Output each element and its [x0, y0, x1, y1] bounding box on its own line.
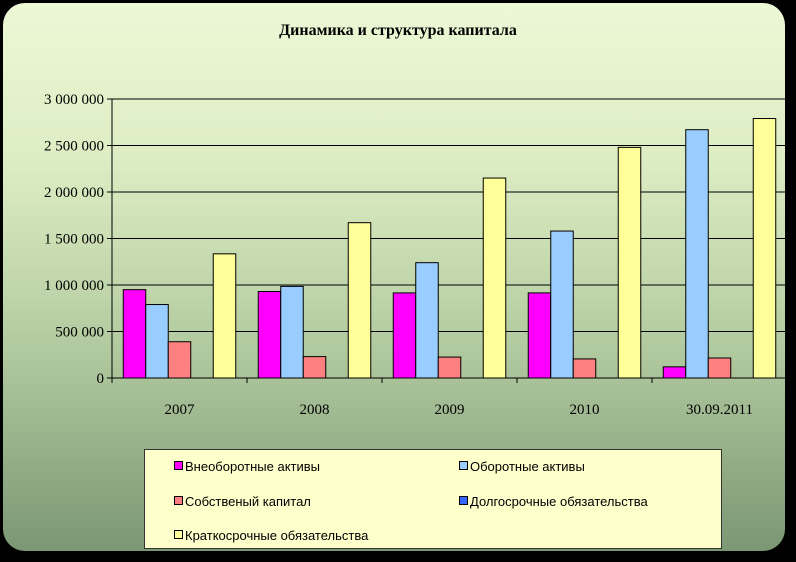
legend-swatch-equity	[174, 496, 183, 505]
legend-item-long-term-liabilities: Долгосрочные обязательства	[459, 494, 648, 509]
legend-item-current-assets: Оборотные активы	[459, 459, 585, 474]
bar	[550, 230, 574, 379]
bar	[707, 357, 732, 379]
bar	[122, 289, 147, 379]
legend-label-short-term-liabilities: Краткосрочные обязательства	[185, 528, 369, 543]
bar	[145, 304, 169, 379]
x-tick-label: 2009	[435, 402, 465, 418]
bar	[415, 262, 439, 379]
bar	[685, 129, 709, 379]
chart-title: Динамика и структура капитала	[279, 22, 517, 39]
bar	[280, 285, 304, 379]
bar	[167, 341, 192, 379]
legend-label-current-assets: Оборотные активы	[470, 459, 585, 474]
bar	[617, 146, 642, 379]
x-tick-label: 2010	[570, 402, 600, 418]
y-tick-label: 1 000 000	[44, 278, 104, 294]
bar	[257, 291, 282, 379]
bar	[437, 356, 462, 379]
bar	[392, 292, 417, 379]
bar	[347, 222, 372, 379]
x-tick-label: 2008	[300, 402, 330, 418]
legend-swatch-short-term-liabilities	[174, 530, 183, 539]
legend-label-non-current-assets: Внеоборотные активы	[185, 459, 321, 474]
chart-legend: Внеоборотные активы Оборотные активы Соб…	[144, 449, 722, 549]
bar	[752, 118, 777, 379]
x-tick-label: 2007	[165, 402, 196, 418]
bar	[302, 356, 327, 379]
bar	[572, 358, 597, 379]
y-tick-label: 3 000 000	[44, 92, 104, 108]
y-tick-label: 0	[97, 371, 105, 387]
legend-swatch-long-term-liabilities	[459, 496, 468, 505]
bar	[527, 292, 552, 379]
y-tick-label: 1 500 000	[44, 232, 104, 248]
y-tick-label: 2 000 000	[44, 185, 104, 201]
x-tick-label: 30.09.2011	[686, 402, 753, 418]
bar	[662, 366, 687, 379]
bar	[482, 177, 507, 379]
legend-item-non-current-assets: Внеоборотные активы	[174, 459, 320, 474]
legend-item-equity: Собственый капитал	[174, 494, 311, 509]
y-tick-label: 500 000	[55, 325, 104, 341]
legend-label-long-term-liabilities: Долгосрочные обязательства	[470, 494, 648, 509]
bar	[212, 253, 237, 379]
legend-item-short-term-liabilities: Краткосрочные обязательства	[174, 528, 368, 543]
legend-swatch-current-assets	[459, 461, 468, 470]
y-tick-label: 2 500 000	[44, 139, 104, 155]
legend-swatch-non-current-assets	[174, 461, 183, 470]
legend-label-equity: Собственый капитал	[185, 494, 311, 509]
